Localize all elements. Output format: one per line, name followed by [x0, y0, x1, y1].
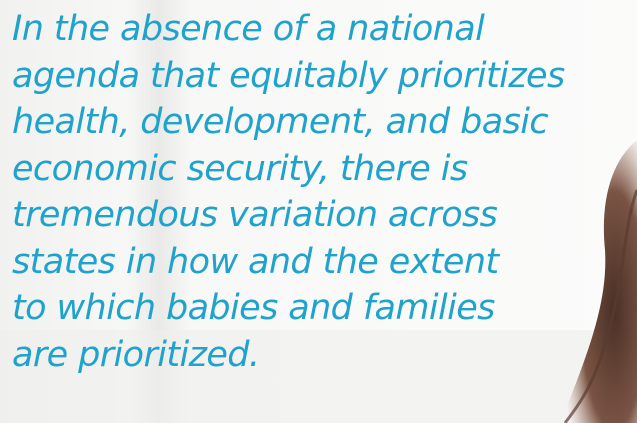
quote-line: economic security, there is: [12, 146, 637, 193]
quote-line: tremendous variation across: [12, 192, 637, 239]
quote-line: In the absence of a national: [12, 6, 637, 53]
pull-quote: In the absence of a national agenda that…: [12, 6, 637, 378]
quote-line: agenda that equitably prioritizes: [12, 53, 637, 100]
page: In the absence of a national agenda that…: [0, 0, 637, 423]
quote-line: states in how and the extent: [12, 239, 637, 286]
quote-line: are prioritized.: [12, 332, 637, 379]
quote-line: to which babies and families: [12, 285, 637, 332]
quote-line: health, development, and basic: [12, 99, 637, 146]
